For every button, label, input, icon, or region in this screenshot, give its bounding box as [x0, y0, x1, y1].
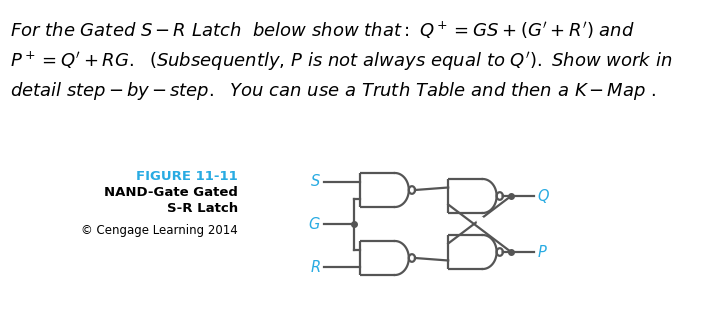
Text: $Q$: $Q$ — [536, 187, 549, 205]
Text: $\mathit{detail\ step} \,\mathit{-}\, \mathit{by} \,\mathit{-}\, \mathit{step.\ : $\mathit{detail\ step} \,\mathit{-}\, \m… — [10, 80, 656, 102]
Text: $\mathit{P^+= Q' + RG.\ \ (Subsequently{,}\ P\ is\ not\ always\ equal\ to\ Q').\: $\mathit{P^+= Q' + RG.\ \ (Subsequently{… — [10, 50, 672, 73]
Text: © Cengage Learning 2014: © Cengage Learning 2014 — [81, 224, 238, 237]
Text: NAND-Gate Gated: NAND-Gate Gated — [104, 186, 238, 199]
Text: S-R Latch: S-R Latch — [167, 202, 238, 215]
Text: FIGURE 11-11: FIGURE 11-11 — [137, 170, 238, 183]
Text: $S$: $S$ — [310, 173, 321, 189]
Text: $\mathit{For\ the\ Gated\ S} \,\mathit{-}\, \mathit{R\ Latch\ \ below\ show\ tha: $\mathit{For\ the\ Gated\ S} \,\mathit{-… — [10, 20, 635, 41]
Text: $P$: $P$ — [536, 244, 547, 260]
Text: $G$: $G$ — [308, 216, 321, 232]
Text: $R$: $R$ — [310, 259, 321, 275]
